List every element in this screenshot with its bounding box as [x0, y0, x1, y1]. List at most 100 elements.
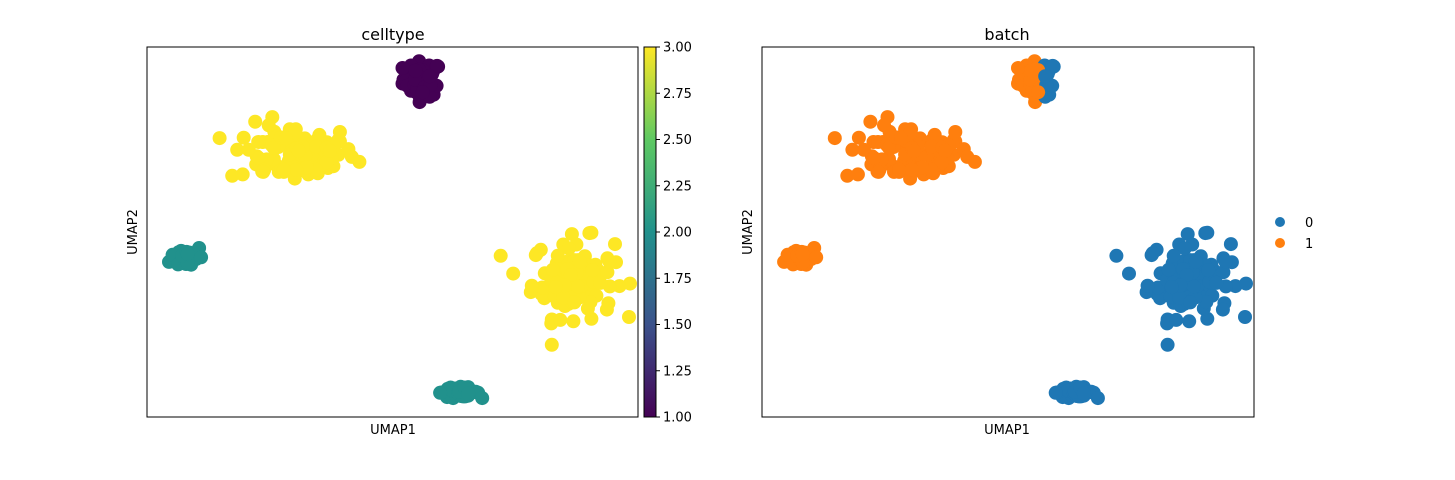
- colorbar-tick-label: 1.50: [663, 318, 692, 333]
- batch-point: [934, 155, 949, 170]
- celltype-point: [194, 250, 209, 265]
- celltype-points: [162, 54, 637, 406]
- celltype-point: [276, 162, 291, 177]
- batch-point: [1011, 61, 1025, 75]
- celltype-point: [235, 167, 250, 182]
- celltype-panel: celltype UMAP1 UMAP2 1.00 1.25 1.50 1.75 2.0…: [126, 25, 692, 438]
- batch-point: [907, 143, 922, 158]
- legend-marker: [1275, 217, 1285, 227]
- celltype-point: [248, 114, 263, 129]
- batch-point: [1169, 312, 1184, 327]
- celltype-point: [545, 262, 560, 277]
- colorbar-tick-label: 2.75: [663, 87, 692, 102]
- batch-point: [1239, 276, 1253, 291]
- celltype-point: [319, 155, 334, 170]
- batch-point: [1186, 279, 1201, 294]
- celltype-ylabel: UMAP2: [126, 209, 141, 255]
- colorbar-tick-label: 2.50: [663, 133, 692, 148]
- celltype-colorbar: [643, 46, 657, 418]
- batch-point: [863, 114, 878, 129]
- celltype-point: [524, 278, 539, 293]
- batch-point: [827, 131, 842, 146]
- celltype-point: [289, 162, 304, 177]
- batch-point: [1090, 391, 1105, 406]
- celltype-point: [593, 275, 608, 290]
- celltype-point: [622, 310, 636, 324]
- celltype-axes-frame: [146, 46, 639, 418]
- colorbar-tick-label: 2.25: [663, 179, 692, 194]
- batch-point: [845, 142, 860, 157]
- batch-point: [1177, 241, 1192, 256]
- batch-point: [1166, 248, 1181, 263]
- legend-marker: [1275, 238, 1285, 248]
- batch-point: [1201, 263, 1216, 278]
- batch-point: [1140, 278, 1155, 293]
- batch-point: [1164, 280, 1179, 295]
- batch-point: [1024, 63, 1039, 78]
- celltype-point: [430, 58, 445, 73]
- celltype-point: [299, 160, 314, 175]
- batch-point: [1038, 69, 1053, 84]
- colorbar-tick-label: 2.00: [663, 226, 692, 241]
- batch-point: [938, 143, 953, 158]
- colorbar-tick-label: 1.75: [663, 272, 692, 287]
- celltype-point: [563, 268, 578, 282]
- legend-label: 1: [1305, 237, 1313, 252]
- celltype-point: [408, 63, 423, 78]
- batch-ylabel: UMAP2: [741, 209, 756, 255]
- batch-legend: 01: [1275, 216, 1313, 252]
- celltype-point: [241, 142, 256, 157]
- celltype-point: [570, 279, 585, 294]
- celltype-point: [544, 337, 559, 352]
- celltype-point: [600, 265, 615, 280]
- celltype-point: [225, 168, 240, 183]
- celltype-point: [180, 247, 195, 262]
- batch-point: [840, 168, 855, 183]
- batch-point: [892, 162, 907, 177]
- batch-point: [960, 149, 975, 164]
- batch-point: [904, 162, 919, 177]
- celltype-point: [212, 131, 227, 146]
- batch-point: [1122, 266, 1136, 281]
- batch-point: [1160, 337, 1175, 352]
- celltype-point: [584, 225, 599, 240]
- batch-point: [1216, 265, 1231, 280]
- celltype-point: [433, 385, 448, 400]
- celltype-point: [422, 69, 437, 84]
- celltype-point: [583, 295, 598, 310]
- celltype-point: [251, 151, 266, 165]
- celltype-point: [344, 149, 359, 164]
- batch-point: [1031, 85, 1046, 100]
- batch-point: [1223, 237, 1238, 252]
- batch-axes-frame: [761, 46, 1255, 418]
- batch-panel: batch UMAP1 UMAP2 01: [741, 25, 1313, 438]
- batch-point: [1076, 386, 1091, 401]
- celltype-point: [585, 263, 600, 278]
- batch-point: [894, 131, 909, 146]
- batch-point: [924, 139, 939, 154]
- colorbar-tick-label: 1.25: [663, 364, 692, 379]
- colorbar-tick-label: 3.00: [663, 41, 692, 56]
- celltype-point: [278, 131, 293, 146]
- batch-point: [1048, 385, 1063, 400]
- batch-point: [1188, 254, 1203, 269]
- batch-point: [1199, 295, 1214, 310]
- celltype-point: [256, 164, 271, 179]
- batch-points: [777, 54, 1253, 406]
- celltype-point: [599, 302, 614, 317]
- batch-title: batch: [984, 25, 1029, 44]
- batch-point: [877, 118, 891, 133]
- batch-point: [882, 140, 896, 155]
- batch-point: [1238, 310, 1252, 324]
- celltype-point: [395, 61, 410, 75]
- colorbar-tick-label: 1.00: [663, 411, 692, 426]
- celltype-point: [332, 125, 347, 139]
- celltype-point: [556, 290, 571, 305]
- batch-point: [856, 142, 871, 157]
- colorbar-ticks: 1.00 1.25 1.50 1.75 2.00 2.25 2.50 2.75 3.00: [656, 41, 692, 426]
- batch-point: [850, 167, 865, 182]
- batch-point: [871, 164, 886, 179]
- celltype-point: [261, 118, 276, 133]
- celltype-point: [602, 254, 617, 269]
